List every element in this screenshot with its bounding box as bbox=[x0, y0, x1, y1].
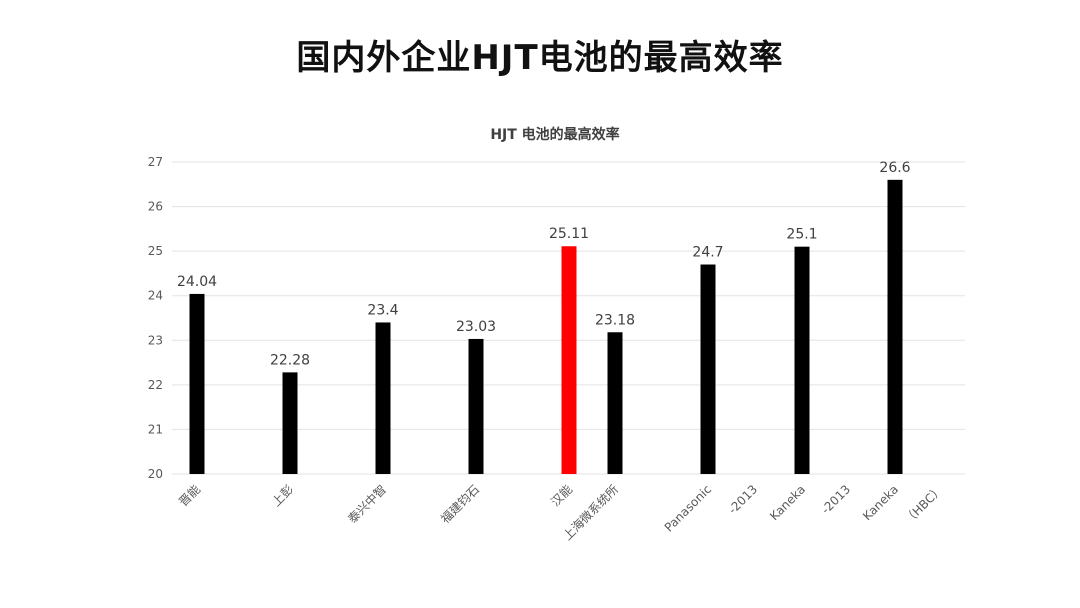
page-title: 国内外企业HJT电池的最高效率 bbox=[296, 38, 784, 78]
data-label: 23.03 bbox=[456, 319, 496, 335]
x-tick-label: Kaneka bbox=[860, 482, 901, 523]
chart-title: HJT 电池的最高效率 bbox=[490, 127, 620, 143]
data-label: 23.18 bbox=[595, 312, 635, 328]
data-label: 22.28 bbox=[270, 352, 310, 368]
bar bbox=[375, 322, 391, 474]
y-tick-label: 20 bbox=[148, 467, 163, 481]
bar bbox=[794, 246, 810, 474]
data-label: 24.7 bbox=[692, 245, 723, 261]
bar bbox=[700, 264, 716, 474]
data-label: 25.11 bbox=[549, 226, 589, 242]
y-tick-label: 25 bbox=[148, 244, 163, 258]
x-tick-label: （HBC） bbox=[901, 482, 946, 527]
x-tick-label: -2013 bbox=[819, 482, 854, 517]
y-tick-label: 27 bbox=[148, 155, 163, 169]
bar bbox=[607, 332, 623, 474]
bar bbox=[887, 179, 903, 475]
x-tick-label: -2013 bbox=[726, 482, 761, 517]
x-tick-label: Panasonic bbox=[662, 482, 714, 534]
y-tick-label: 24 bbox=[148, 289, 163, 303]
bar bbox=[468, 338, 484, 474]
x-tick-label: 福建钧石 bbox=[438, 482, 483, 527]
bar bbox=[282, 372, 298, 474]
data-label: 24.04 bbox=[177, 274, 217, 290]
y-tick-label: 21 bbox=[148, 422, 163, 436]
x-tick-label: 上彭 bbox=[269, 482, 296, 509]
x-tick-label: 泰兴中智 bbox=[345, 482, 390, 527]
x-tick-label: 晋能 bbox=[176, 482, 203, 509]
y-tick-label: 22 bbox=[148, 378, 163, 392]
y-tick-label: 23 bbox=[148, 333, 163, 347]
y-tick-label: 26 bbox=[148, 200, 163, 214]
x-tick-label: Kaneka bbox=[767, 482, 808, 523]
data-label: 26.6 bbox=[879, 160, 910, 176]
data-label: 23.4 bbox=[367, 302, 398, 318]
bar-highlight bbox=[561, 246, 577, 474]
x-tick-label: 汉能 bbox=[548, 482, 575, 509]
bar bbox=[189, 293, 205, 474]
data-label: 25.1 bbox=[786, 227, 817, 243]
